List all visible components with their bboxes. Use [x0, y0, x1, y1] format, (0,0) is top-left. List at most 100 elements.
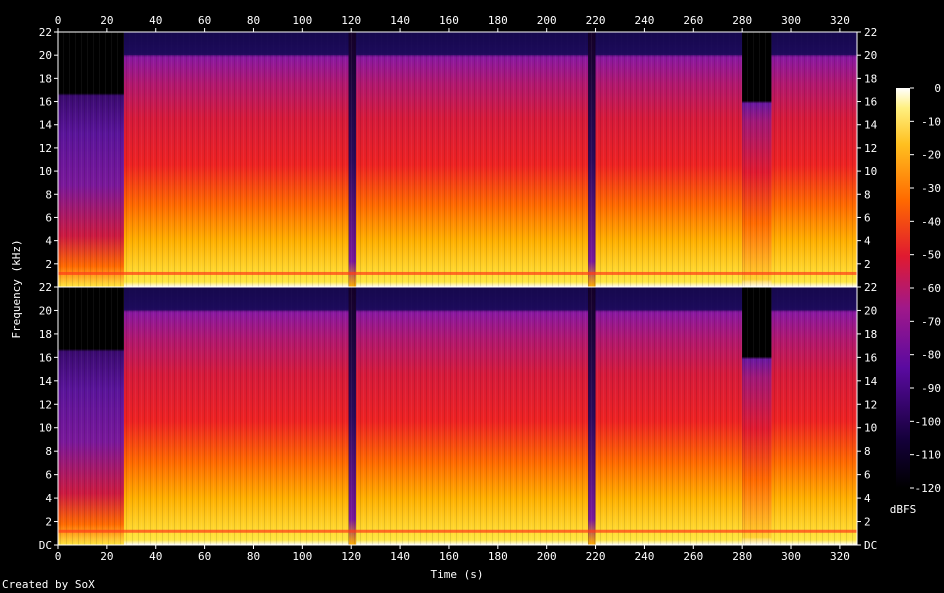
x-tick-label-top: 300	[781, 14, 801, 27]
x-axis-label: Time (s)	[431, 568, 484, 581]
y-tick-label-right: 18	[864, 72, 877, 85]
x-tick-label-top: 280	[732, 14, 752, 27]
x-tick-label: 140	[390, 550, 410, 563]
high-band-noise	[771, 32, 857, 56]
x-tick-label-top: 260	[683, 14, 703, 27]
colorbar-scale	[896, 88, 910, 488]
low-band-line	[58, 271, 857, 275]
x-tick-label-top: 320	[830, 14, 850, 27]
y-tick-label-right: 10	[864, 422, 877, 435]
x-tick-label-top: 180	[488, 14, 508, 27]
credit-text: Created by SoX	[2, 578, 95, 591]
y-tick-label: 2	[45, 516, 52, 529]
x-tick-label: 160	[439, 550, 459, 563]
x-tick-label-top: 40	[149, 14, 162, 27]
y-tick-label: 8	[45, 445, 52, 458]
high-band-noise	[123, 32, 349, 56]
y-tick-label-right: 6	[864, 211, 871, 224]
x-tick-label: 120	[341, 550, 361, 563]
x-tick-label-top: 140	[390, 14, 410, 27]
colorbar-label: dBFS	[890, 503, 917, 516]
y-tick-label-right: 2	[864, 516, 871, 529]
x-tick-label-top: 80	[247, 14, 260, 27]
segment-texture	[348, 32, 357, 287]
x-tick-label: 260	[683, 550, 703, 563]
y-tick-label-right: 14	[864, 119, 878, 132]
y-tick-label: 18	[39, 72, 52, 85]
colorbar-tick-label: -90	[921, 382, 941, 395]
y-tick-label: 16	[39, 351, 52, 364]
y-tick-label-right: 22	[864, 281, 877, 294]
y-tick-label: 10	[39, 422, 52, 435]
y-tick-label: 2	[45, 258, 52, 271]
x-tick-label: 180	[488, 550, 508, 563]
x-tick-label-top: 0	[55, 14, 62, 27]
low-band-line	[58, 529, 857, 533]
x-tick-label-top: 160	[439, 14, 459, 27]
x-tick-label-top: 200	[537, 14, 557, 27]
y-tick-label-right: DC	[864, 539, 877, 552]
x-tick-label-top: 240	[634, 14, 654, 27]
segment-texture	[123, 287, 349, 545]
y-tick-label: 20	[39, 304, 52, 317]
x-tick-label: 0	[55, 550, 62, 563]
colorbar-tick-label: -50	[921, 249, 941, 262]
high-band-noise	[356, 32, 589, 56]
y-tick-label: 18	[39, 328, 52, 341]
y-tick-label-right: 10	[864, 165, 877, 178]
colorbar-tick-label: -10	[921, 115, 941, 128]
y-tick-label: 14	[39, 119, 53, 132]
segment-texture	[123, 32, 349, 287]
y-tick-label: 20	[39, 49, 52, 62]
segment-texture	[742, 287, 772, 545]
y-tick-label-right: 22	[864, 26, 877, 39]
x-tick-label-top: 60	[198, 14, 211, 27]
segment-texture	[588, 287, 596, 545]
segment-texture	[595, 32, 743, 287]
y-tick-label: 12	[39, 398, 52, 411]
channel-panel-1	[57, 31, 858, 288]
segment-texture	[356, 287, 589, 545]
y-tick-label: 16	[39, 96, 52, 109]
y-tick-label-right: 14	[864, 375, 878, 388]
y-tick-label-right: 16	[864, 96, 877, 109]
x-tick-label: 300	[781, 550, 801, 563]
y-tick-label-right: 20	[864, 304, 877, 317]
high-band-noise	[356, 287, 589, 311]
segment-texture	[595, 287, 743, 545]
x-tick-label-top: 100	[292, 14, 312, 27]
high-band-noise	[595, 32, 743, 56]
y-tick-label-right: 4	[864, 235, 871, 248]
colorbar-tick-label: -40	[921, 215, 941, 228]
colorbar-tick-label: -20	[921, 149, 941, 162]
y-tick-label: 14	[39, 375, 53, 388]
y-tick-label: 6	[45, 211, 52, 224]
segment-texture	[356, 32, 589, 287]
x-tick-label: 40	[149, 550, 162, 563]
y-tick-label-right: 18	[864, 328, 877, 341]
x-tick-label: 200	[537, 550, 557, 563]
colorbar-tick-label: -60	[921, 282, 941, 295]
panel-frame	[57, 286, 858, 546]
y-axis-label: Frequency (kHz)	[10, 239, 23, 338]
x-tick-label: 80	[247, 550, 260, 563]
y-tick-label-right: 16	[864, 351, 877, 364]
y-tick-label: 6	[45, 469, 52, 482]
colorbar-tick-label: -120	[915, 482, 942, 495]
high-band-noise	[123, 287, 349, 311]
colorbar-tick-label: -80	[921, 349, 941, 362]
y-tick-label: 4	[45, 235, 52, 248]
y-tick-label: 22	[39, 26, 52, 39]
y-tick-label-right: 8	[864, 188, 871, 201]
channel-panel-2	[57, 286, 858, 546]
segment-texture	[771, 32, 857, 287]
y-tick-label-right: 12	[864, 142, 877, 155]
colorbar-tick-label: -100	[915, 415, 942, 428]
colorbar-tick-label: -110	[915, 449, 942, 462]
segment-texture	[742, 32, 772, 287]
x-tick-label: 240	[634, 550, 654, 563]
y-tick-label-right: 12	[864, 398, 877, 411]
y-tick-label: DC	[39, 539, 52, 552]
x-tick-label: 220	[586, 550, 606, 563]
